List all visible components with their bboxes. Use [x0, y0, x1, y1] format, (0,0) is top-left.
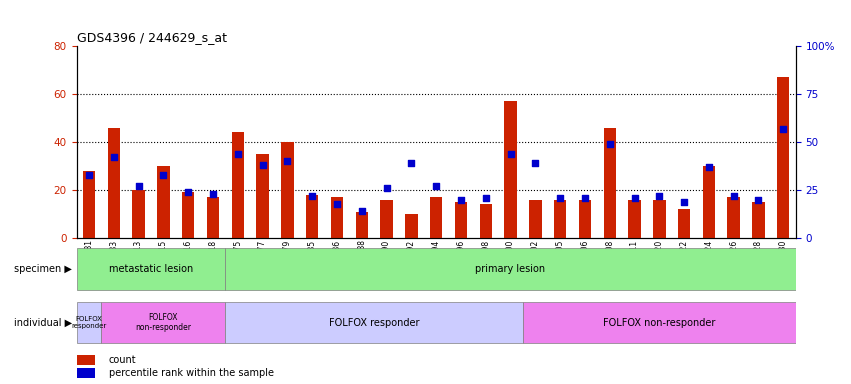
- Bar: [133, 190, 145, 238]
- Point: [157, 172, 170, 178]
- Text: count: count: [109, 355, 136, 365]
- Text: GDS4396 / 244629_s_at: GDS4396 / 244629_s_at: [77, 31, 226, 44]
- Point: [231, 151, 244, 157]
- Bar: [703, 166, 715, 238]
- Bar: [331, 197, 343, 238]
- Point: [454, 197, 468, 203]
- Bar: [101, 302, 226, 343]
- Point: [702, 164, 716, 170]
- Point: [181, 189, 195, 195]
- Bar: [256, 154, 269, 238]
- Text: FOLFOX responder: FOLFOX responder: [328, 318, 420, 328]
- Point: [404, 160, 418, 166]
- Bar: [77, 355, 94, 366]
- Point: [281, 158, 294, 164]
- Text: metastatic lesion: metastatic lesion: [109, 264, 193, 274]
- Bar: [405, 214, 418, 238]
- Bar: [226, 302, 523, 343]
- Bar: [77, 248, 226, 290]
- Point: [355, 208, 368, 214]
- Point: [83, 172, 96, 178]
- Bar: [77, 302, 101, 343]
- Bar: [430, 197, 443, 238]
- Bar: [653, 200, 665, 238]
- Bar: [231, 132, 244, 238]
- Bar: [603, 127, 616, 238]
- Bar: [752, 202, 765, 238]
- Bar: [628, 200, 641, 238]
- Bar: [380, 200, 393, 238]
- Text: FOLFOX
responder: FOLFOX responder: [71, 316, 106, 329]
- Point: [528, 160, 542, 166]
- Bar: [157, 166, 169, 238]
- Bar: [579, 200, 591, 238]
- Point: [578, 195, 591, 201]
- Point: [107, 154, 121, 161]
- Point: [628, 195, 642, 201]
- Bar: [777, 77, 790, 238]
- Point: [776, 126, 790, 132]
- Point: [603, 141, 616, 147]
- Bar: [523, 302, 796, 343]
- Text: individual ▶: individual ▶: [14, 318, 72, 328]
- Bar: [107, 127, 120, 238]
- Point: [132, 183, 146, 189]
- Point: [330, 200, 344, 207]
- Point: [677, 199, 691, 205]
- Point: [429, 183, 443, 189]
- Bar: [505, 101, 517, 238]
- Text: specimen ▶: specimen ▶: [14, 264, 72, 274]
- Bar: [306, 195, 318, 238]
- Point: [256, 162, 270, 168]
- Point: [306, 193, 319, 199]
- Text: primary lesion: primary lesion: [476, 264, 545, 274]
- Bar: [281, 142, 294, 238]
- Point: [727, 193, 740, 199]
- Point: [751, 197, 765, 203]
- Bar: [529, 200, 541, 238]
- Point: [504, 151, 517, 157]
- Bar: [182, 192, 194, 238]
- Bar: [678, 209, 690, 238]
- Text: FOLFOX non-responder: FOLFOX non-responder: [603, 318, 716, 328]
- Text: FOLFOX
non-responder: FOLFOX non-responder: [135, 313, 191, 332]
- Bar: [207, 197, 220, 238]
- Point: [653, 193, 666, 199]
- Point: [553, 195, 567, 201]
- Point: [206, 191, 220, 197]
- Bar: [83, 171, 95, 238]
- Text: percentile rank within the sample: percentile rank within the sample: [109, 368, 274, 378]
- Bar: [77, 368, 94, 378]
- Bar: [728, 197, 740, 238]
- Bar: [226, 248, 796, 290]
- Point: [479, 195, 493, 201]
- Point: [380, 185, 393, 191]
- Bar: [356, 212, 368, 238]
- Bar: [479, 204, 492, 238]
- Bar: [454, 202, 467, 238]
- Bar: [554, 200, 566, 238]
